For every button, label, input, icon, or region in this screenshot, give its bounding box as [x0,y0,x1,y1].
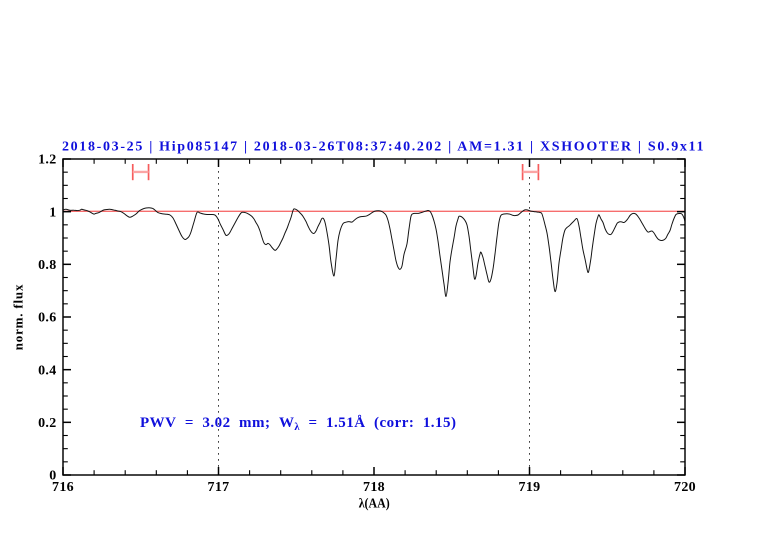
svg-text:2018-03-25 | Hip085147 | 2018-: 2018-03-25 | Hip085147 | 2018-03-26T08:3… [62,139,704,154]
svg-text:0.6: 0.6 [38,311,56,326]
svg-text:719: 719 [519,480,541,495]
svg-text:720: 720 [674,480,696,495]
svg-text:0.4: 0.4 [38,363,56,378]
svg-text:λ(AA): λ(AA) [359,496,390,511]
svg-text:1.2: 1.2 [38,153,56,168]
svg-text:PWV = 3.02 mm; Wλ = 1.51: PWV = 3.02 mm; Wλ = 1.51Å (corr: 1.15) [140,415,456,433]
svg-text:0: 0 [49,469,56,484]
svg-text:0.8: 0.8 [38,258,56,273]
svg-text:norm. flux: norm. flux [11,284,26,351]
svg-text:1: 1 [49,205,56,220]
svg-text:716: 716 [52,480,74,495]
svg-text:718: 718 [363,480,385,495]
svg-text:717: 717 [208,480,230,495]
svg-text:0.2: 0.2 [38,416,56,431]
